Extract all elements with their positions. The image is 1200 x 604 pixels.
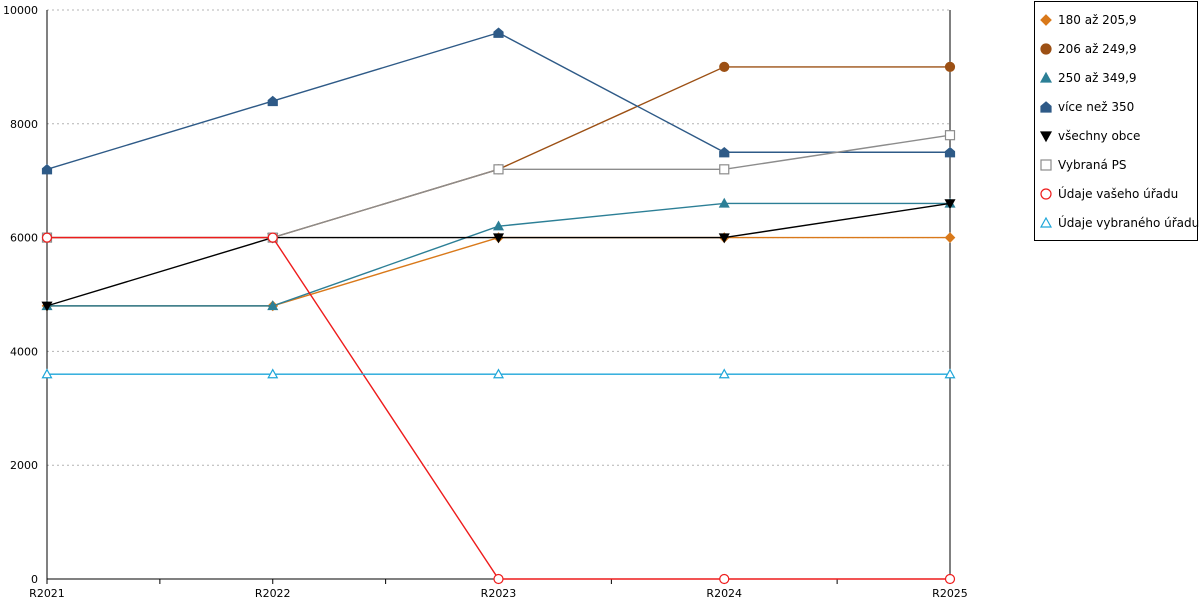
series-line xyxy=(47,236,950,580)
data-point xyxy=(719,146,730,158)
y-tick-label: 10000 xyxy=(3,4,38,17)
legend-item: více než 350 xyxy=(1039,99,1134,115)
legend-marker xyxy=(1040,188,1052,200)
data-point xyxy=(267,300,279,311)
legend-marker-icon xyxy=(1040,43,1052,55)
legend-item: 250 až 349,9 xyxy=(1039,70,1137,86)
legend-marker-icon xyxy=(1040,159,1052,171)
y-tick-label: 0 xyxy=(31,573,38,586)
y-tick-label: 2000 xyxy=(10,459,38,472)
x-tick-label: R2025 xyxy=(932,587,968,600)
legend-label: více než 350 xyxy=(1058,100,1135,114)
x-tick-label: R2024 xyxy=(706,587,742,600)
x-tick-label: R2021 xyxy=(29,587,65,600)
legend-item: Vybraná PS xyxy=(1039,157,1127,173)
legend-item: Údaje vašeho úřadu xyxy=(1039,186,1178,202)
data-point xyxy=(492,233,505,244)
series-3 xyxy=(41,27,956,175)
series-line xyxy=(47,202,950,307)
legend-marker-icon xyxy=(1039,131,1053,143)
data-point xyxy=(267,368,279,379)
legend-label: Údaje vašeho úřadu xyxy=(1058,187,1179,201)
data-point xyxy=(493,164,504,175)
legend-item: Údaje vybraného úřadu xyxy=(1039,215,1199,231)
legend-marker-icon xyxy=(1039,216,1053,228)
legend-label: 206 až 249,9 xyxy=(1058,42,1137,56)
series-line xyxy=(46,202,951,307)
data-point xyxy=(267,232,278,243)
legend-label: Vybraná PS xyxy=(1058,158,1127,172)
x-tick-label: R2023 xyxy=(481,587,517,600)
legend-item: 206 až 249,9 xyxy=(1039,41,1137,57)
chart-legend: 180 až 205,9 206 až 249,9 250 až 349,9 v… xyxy=(1034,1,1199,241)
legend-marker-icon xyxy=(1039,71,1053,83)
legend-item: 180 až 205,9 xyxy=(1039,12,1137,28)
legend-marker xyxy=(1040,159,1052,171)
legend-marker xyxy=(1040,101,1052,113)
data-point xyxy=(41,301,53,312)
legend-marker xyxy=(1040,43,1052,55)
legend-marker xyxy=(1040,14,1052,26)
x-tick-label: R2022 xyxy=(255,587,291,600)
legend-marker-icon xyxy=(1040,188,1052,200)
data-point xyxy=(41,368,53,379)
data-point xyxy=(41,164,53,175)
data-point xyxy=(492,220,505,231)
series-4 xyxy=(41,199,956,312)
data-point xyxy=(718,233,730,244)
data-point xyxy=(719,164,730,175)
legend-item: všechny obce xyxy=(1039,128,1140,144)
legend-label: 180 až 205,9 xyxy=(1058,13,1137,27)
legend-marker xyxy=(1039,71,1053,83)
data-point xyxy=(944,573,956,585)
data-point xyxy=(944,232,956,243)
data-point xyxy=(944,61,956,73)
series-layer xyxy=(41,27,956,585)
label-layer: 0 2000 4000 6000 8000 10000 R2021 R2022 R2023 R20… xyxy=(3,4,968,600)
legend-label: Údaje vybraného úřadu xyxy=(1058,216,1200,230)
y-tick-label: 8000 xyxy=(10,118,38,131)
series-line xyxy=(46,32,950,170)
data-point xyxy=(718,368,730,379)
data-point xyxy=(944,199,956,210)
series-0 xyxy=(41,232,956,312)
data-point xyxy=(267,95,278,107)
y-tick-label: 6000 xyxy=(10,232,38,245)
data-point xyxy=(719,61,730,73)
series-line xyxy=(47,236,950,307)
data-point xyxy=(718,197,730,208)
legend-marker-icon xyxy=(1040,101,1052,113)
legend-marker xyxy=(1039,131,1053,143)
data-point xyxy=(944,130,956,141)
data-point xyxy=(41,232,53,243)
legend-label: 250 až 349,9 xyxy=(1058,71,1137,85)
data-point xyxy=(719,573,730,585)
legend-marker xyxy=(1039,216,1053,228)
y-tick-label: 4000 xyxy=(10,345,38,358)
data-point xyxy=(944,368,956,379)
series-2 xyxy=(41,197,956,311)
data-point xyxy=(492,368,505,379)
data-point xyxy=(493,27,504,38)
legend-marker-icon xyxy=(1040,14,1052,26)
legend-label: všechny obce xyxy=(1058,129,1141,143)
series-6 xyxy=(41,232,956,585)
data-point xyxy=(493,573,504,585)
data-point xyxy=(944,146,956,158)
series-7 xyxy=(41,368,956,379)
axis-layer xyxy=(46,10,951,584)
